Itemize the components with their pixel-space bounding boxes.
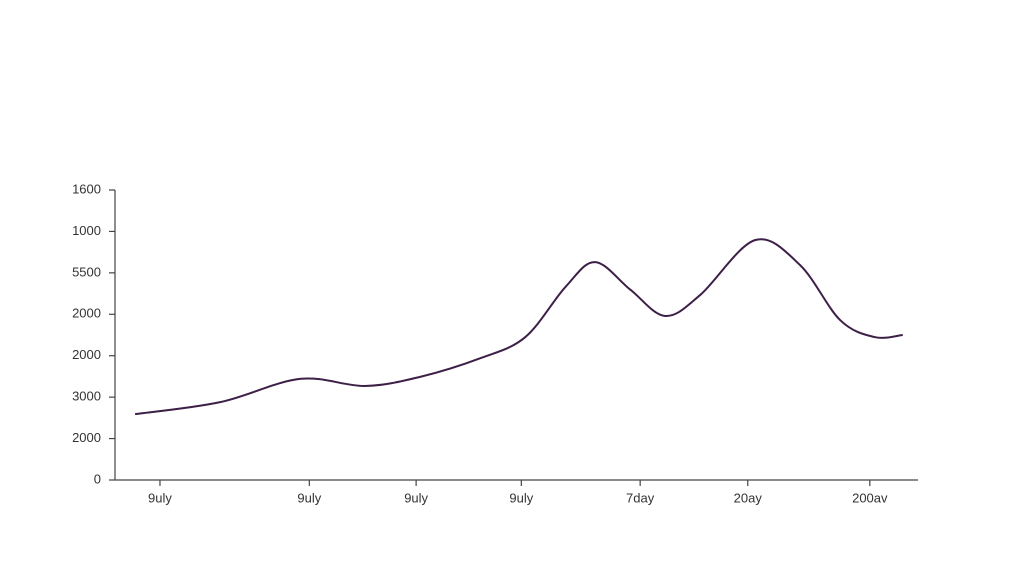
x-tick-label: 7day xyxy=(626,490,655,505)
y-tick-label: 2000 xyxy=(72,347,101,362)
x-tick-label: 9uly xyxy=(297,490,321,505)
x-tick-label: 9uly xyxy=(148,490,172,505)
y-tick-label: 2000 xyxy=(72,306,101,321)
x-tick-label: 9uly xyxy=(404,490,428,505)
x-tick-label: 9uly xyxy=(509,490,533,505)
x-tick-label: 20ay xyxy=(734,490,763,505)
y-tick-label: 0 xyxy=(94,471,101,486)
y-tick-label: 5500 xyxy=(72,264,101,279)
y-tick-label: 1000 xyxy=(72,223,101,238)
y-tick-label: 3000 xyxy=(72,389,101,404)
y-tick-label: 2000 xyxy=(72,430,101,445)
x-tick-label: 200av xyxy=(852,490,888,505)
line xyxy=(134,238,903,416)
y-tick-label: 1600 xyxy=(72,181,101,196)
